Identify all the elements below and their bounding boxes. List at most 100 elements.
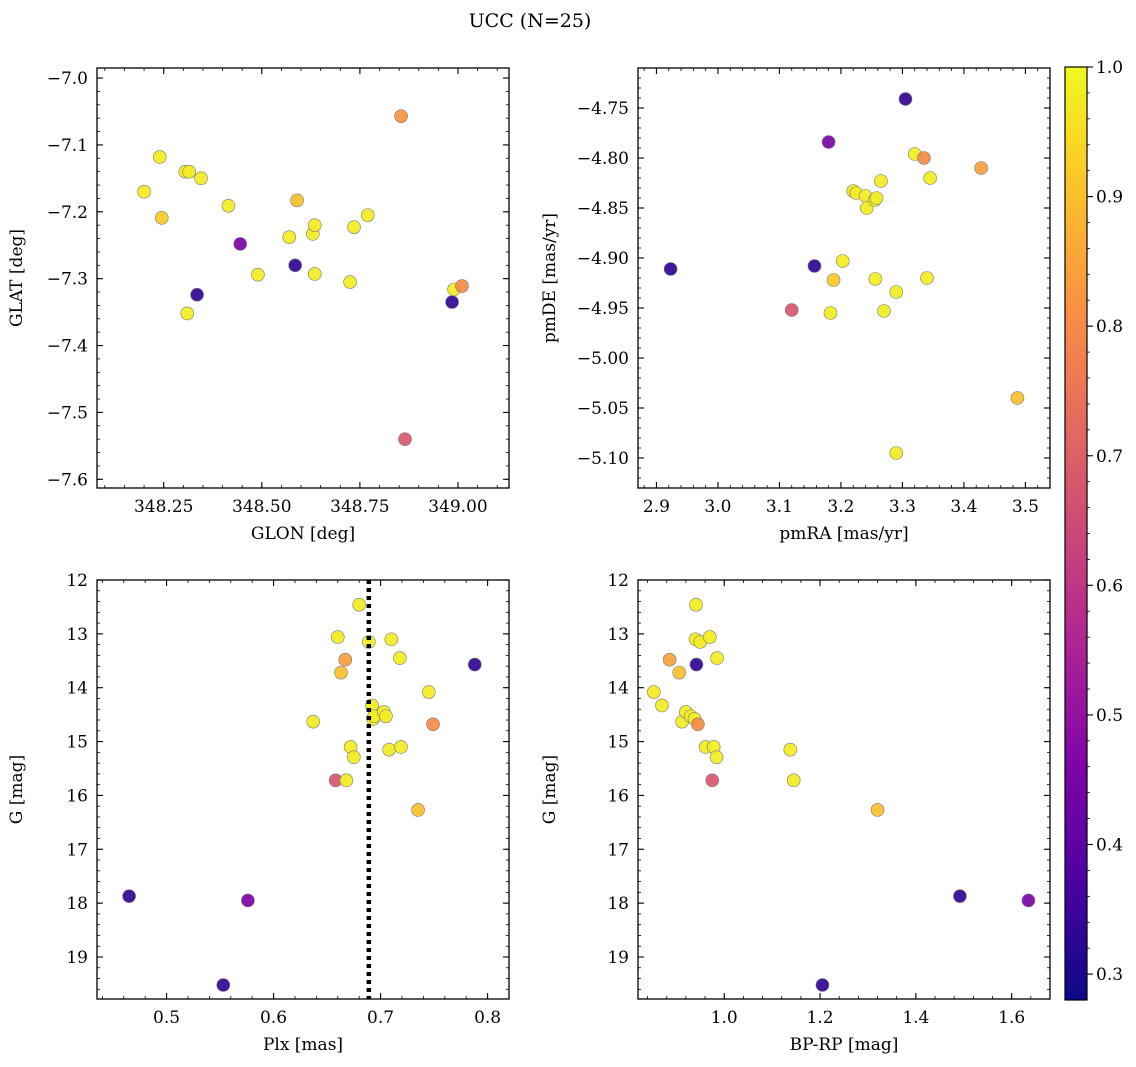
y-tick-label: −5.05	[577, 399, 629, 419]
scatter-point	[338, 652, 353, 667]
y-tick-label: −4.90	[577, 249, 629, 269]
scatter-point	[662, 652, 677, 667]
x-tick-label: 0.8	[474, 1008, 501, 1028]
scatter-point	[360, 208, 375, 222]
colorbar-tick-label: 0.7	[1096, 447, 1123, 467]
scatter-point	[689, 597, 703, 612]
y-tick-label: −7.1	[47, 136, 88, 156]
scatter-point	[352, 597, 366, 612]
scatter-point	[290, 193, 304, 208]
scatter-point	[394, 740, 408, 754]
y-tick-label: −7.0	[47, 69, 88, 89]
x-tick-label: 1.6	[998, 1008, 1025, 1028]
scatter-points	[647, 597, 1036, 992]
x-tick-label: 1.0	[711, 1008, 738, 1028]
scatter-point	[398, 432, 412, 446]
x-tick-label: 348.25	[134, 497, 193, 517]
x-tick-label: 3.5	[1012, 497, 1039, 517]
colorbar-tick-label: 0.9	[1096, 188, 1123, 208]
panel-top-left: 348.25 348.50 348.75 349.00 −7.6 −7.5 −7.4 −7.3…	[7, 67, 510, 544]
scatter-point	[705, 773, 720, 788]
scatter-point	[786, 773, 801, 788]
scatter-point	[709, 750, 724, 764]
y-tick-label: −7.3	[47, 270, 88, 290]
y-axis-label: G [mag]	[540, 755, 560, 824]
scatter-point	[663, 262, 678, 276]
scatter-point	[411, 803, 425, 817]
x-axis-label: pmRA [mas/yr]	[779, 524, 908, 544]
x-tick-label: 0.5	[153, 1008, 180, 1028]
y-tick-label: 17	[66, 840, 88, 860]
x-tick-label: 2.9	[643, 497, 670, 517]
y-tick-label: 13	[66, 625, 88, 645]
axes-frame	[96, 579, 510, 1000]
minor-ticks	[97, 579, 510, 999]
axes-frame	[96, 67, 510, 489]
minor-ticks	[97, 68, 509, 488]
y-tick-label: −5.00	[577, 349, 629, 369]
x-tick-label: 3.3	[889, 497, 916, 517]
x-axis-label: GLON [deg]	[251, 524, 355, 544]
scatter-point	[784, 303, 799, 317]
scatter-point	[807, 259, 822, 273]
y-tick-label: 14	[66, 679, 88, 699]
scatter-point	[923, 171, 937, 185]
y-tick-label: −7.5	[47, 403, 88, 423]
scatter-point	[823, 306, 838, 320]
x-tick-label: 3.2	[827, 497, 854, 517]
scatter-point	[874, 174, 888, 188]
scatter-point	[384, 632, 399, 647]
scatter-point	[917, 151, 931, 165]
x-tick-label: 0.7	[367, 1008, 394, 1028]
x-tick-label: 1.2	[807, 1008, 834, 1028]
scatter-point	[343, 275, 357, 289]
scatter-point	[152, 150, 167, 164]
scatter-point	[137, 184, 151, 199]
scatter-point	[1010, 391, 1025, 405]
scatter-point	[426, 717, 440, 732]
scatter-point	[180, 306, 195, 321]
colorbar-gradient	[1064, 66, 1088, 1001]
scatter-point	[393, 651, 407, 665]
scatter-point	[362, 635, 376, 649]
y-tick-label: 18	[66, 894, 88, 914]
scatter-point	[689, 657, 704, 672]
figure-title: UCC (N=25)	[469, 10, 592, 32]
y-tick-label: −4.85	[577, 199, 629, 219]
scatter-point	[826, 273, 841, 287]
colorbar-tick-label: 0.4	[1096, 836, 1123, 856]
panel-bottom-left: 0.5 0.6 0.7 0.8 12 13 14 15 16 17 18 19 Plx [mas] G […	[7, 571, 510, 1055]
scatter-points	[663, 92, 1025, 460]
scatter-point	[877, 304, 891, 318]
x-tick-label: 3.0	[704, 497, 731, 517]
scatter-point	[154, 211, 169, 225]
x-tick-label: 1.4	[902, 1008, 929, 1028]
y-axis-label: GLAT [deg]	[7, 229, 27, 327]
x-tick-label: 348.75	[330, 497, 389, 517]
scatter-point	[889, 446, 904, 460]
colorbar-tick-label: 0.6	[1096, 576, 1123, 596]
panel-bottom-right: 1.0 1.2 1.4 1.6 12 13 14 15 16 17 18 19 BP-RP [mag] G…	[540, 571, 1051, 1055]
scatter-point	[835, 254, 850, 268]
x-axis-label: BP-RP [mag]	[790, 1035, 899, 1055]
scatter-point	[288, 258, 302, 273]
scatter-point	[869, 191, 884, 205]
scatter-point	[647, 685, 661, 699]
scatter-point	[815, 978, 830, 992]
scatter-point	[821, 135, 836, 149]
y-tick-label: 17	[607, 840, 629, 860]
scatter-point	[889, 285, 904, 299]
scatter-point	[347, 220, 361, 234]
y-tick-label: 16	[66, 786, 88, 806]
scatter-point	[382, 742, 396, 757]
x-axis-label: Plx [mas]	[263, 1035, 343, 1055]
colorbar-tick-label: 1.0	[1096, 58, 1123, 78]
scatter-point	[898, 92, 913, 106]
scatter-point	[122, 889, 136, 903]
scatter-point	[182, 164, 197, 179]
scatter-point	[655, 698, 669, 713]
scatter-point	[394, 109, 408, 123]
y-tick-label: 19	[66, 948, 88, 968]
minor-ticks	[638, 67, 1051, 489]
